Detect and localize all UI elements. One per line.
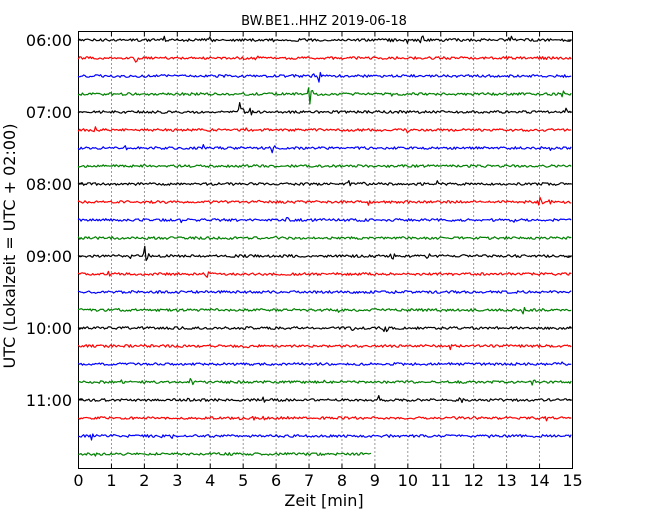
trace-0800 <box>77 180 572 187</box>
y-tick-label: 09:00 <box>26 247 72 266</box>
trace-1100 <box>77 395 572 404</box>
trace-layer <box>77 35 572 457</box>
x-axis-label: Zeit [min] <box>284 491 363 510</box>
trace-0730 <box>77 144 572 154</box>
x-tick-label: 6 <box>271 471 281 490</box>
trace-0630 <box>77 71 572 83</box>
trace-0830 <box>77 217 572 224</box>
trace-0715 <box>77 126 572 134</box>
tick-layer: 0 1 2 3 4 5 6 7 8 9 10 11 12 13 14 1506:0007:0008:0009:… <box>26 31 583 490</box>
trace-1145 <box>77 452 372 457</box>
trace-0700 <box>77 102 572 116</box>
x-tick-label: 11 <box>431 471 451 490</box>
trace-0930 <box>77 290 572 294</box>
trace-1115 <box>78 415 572 422</box>
y-axis-label: UTC (Lokalzeit = UTC + 02:00) <box>0 124 19 369</box>
x-tick-label: 9 <box>370 471 380 490</box>
y-tick-label: 11:00 <box>26 391 72 410</box>
trace-0600 <box>77 35 572 44</box>
y-tick-label: 07:00 <box>26 103 72 122</box>
trace-0645 <box>77 87 572 105</box>
x-tick-label: 2 <box>139 471 149 490</box>
x-tick-label: 4 <box>205 471 215 490</box>
x-tick-label: 1 <box>106 471 116 490</box>
x-tick-label: 5 <box>238 471 248 490</box>
trace-1030 <box>77 361 572 366</box>
y-tick-label: 06:00 <box>26 31 72 50</box>
x-tick-label: 3 <box>172 471 182 490</box>
trace-1000 <box>77 326 572 333</box>
x-tick-label: 13 <box>496 471 516 490</box>
grid-layer <box>111 31 540 469</box>
trace-0945 <box>77 306 572 315</box>
trace-1130 <box>77 433 572 441</box>
x-tick-label: 14 <box>529 471 549 490</box>
x-tick-label: 15 <box>562 471 582 490</box>
x-tick-label: 8 <box>337 471 347 490</box>
trace-0815 <box>77 196 572 206</box>
y-tick-label: 08:00 <box>26 175 72 194</box>
trace-0615 <box>77 55 572 63</box>
chart-title: BW.BE1..HHZ 2019-06-18 <box>241 14 407 29</box>
trace-1045 <box>77 378 572 386</box>
x-tick-label: 0 <box>73 471 83 490</box>
x-tick-label: 7 <box>304 471 314 490</box>
plot-frame <box>78 31 573 469</box>
trace-1015 <box>77 344 572 351</box>
trace-0915 <box>77 270 572 278</box>
trace-0900 <box>77 245 572 262</box>
y-tick-label: 10:00 <box>26 319 72 338</box>
x-tick-label: 10 <box>398 471 418 490</box>
trace-0745 <box>77 164 572 168</box>
trace-0845 <box>77 235 572 240</box>
x-tick-label: 12 <box>464 471 484 490</box>
